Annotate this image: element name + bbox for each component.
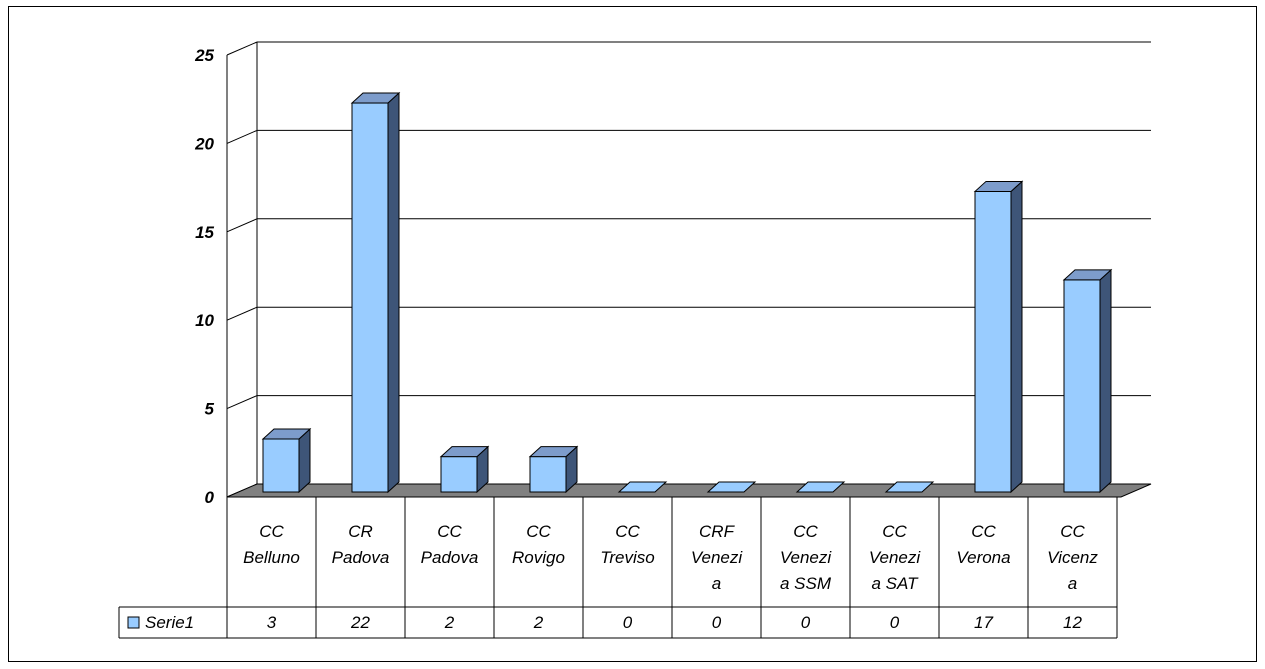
- bar: [528, 445, 579, 494]
- bar: [884, 481, 935, 493]
- category-label: CC Rovigo: [512, 522, 565, 567]
- category-label: CC Vicenz a: [1047, 522, 1098, 593]
- bar-top: [439, 446, 490, 458]
- category-label: CC Verona: [956, 522, 1010, 567]
- y-tick-label: 10: [195, 311, 214, 330]
- category-label: CC Venezi a SAT: [869, 522, 922, 593]
- category-label: CC Padova: [421, 522, 479, 567]
- bar: [795, 481, 846, 493]
- y-tick-label: 20: [194, 134, 214, 153]
- value-label: 2: [533, 613, 544, 632]
- bar-top: [973, 180, 1024, 192]
- y-tick-labels: 0 5 10 15 20 25: [194, 46, 214, 507]
- category-label: CC Belluno: [243, 522, 300, 567]
- bar-top: [1062, 269, 1113, 281]
- bar-side: [1010, 180, 1023, 494]
- bar-front: [974, 190, 1012, 493]
- value-label: 0: [712, 613, 722, 632]
- bars: [261, 91, 1113, 494]
- bar-side: [387, 91, 400, 494]
- axes: [226, 41, 258, 498]
- value-label: 0: [890, 613, 900, 632]
- y-tick-connector: [226, 218, 258, 233]
- value-label: 0: [623, 613, 633, 632]
- bar: [1062, 268, 1113, 494]
- bar-top: [528, 446, 579, 458]
- bar-top: [617, 481, 668, 493]
- y-tick-label: 25: [194, 46, 214, 65]
- legend-series-name: Serie1: [145, 613, 194, 632]
- data-table: Serie1 CC Belluno 3 CR Padova 22 CC Padova 2 CC Rov…: [118, 497, 1118, 639]
- bar-front: [1063, 279, 1101, 493]
- bar-top: [706, 481, 757, 493]
- bar: [706, 481, 757, 493]
- value-label: 22: [350, 613, 370, 632]
- value-label: 2: [444, 613, 455, 632]
- bar: [261, 427, 312, 494]
- y-tick-connector: [226, 395, 258, 410]
- y-tick-label: 15: [195, 223, 214, 242]
- category-label: CC Venezi a SSM: [780, 522, 833, 593]
- y-tick-label: 5: [205, 400, 215, 419]
- bar-front: [262, 438, 300, 493]
- bar: [973, 180, 1024, 494]
- category-label: CRF Venezi a: [691, 522, 744, 593]
- bar-side: [1099, 268, 1112, 494]
- bar-side: [298, 427, 311, 494]
- y-tick-connector: [226, 41, 258, 56]
- bar-top: [261, 428, 312, 440]
- value-label: 17: [974, 613, 993, 632]
- bar: [617, 481, 668, 493]
- legend-swatch: [127, 616, 140, 629]
- category-label: CR Padova: [332, 522, 390, 567]
- category-label: CC Treviso: [600, 522, 654, 567]
- bar-top: [350, 92, 401, 104]
- bar-top: [884, 481, 935, 493]
- bar-front: [440, 456, 478, 493]
- value-label: 12: [1063, 613, 1082, 632]
- y-tick-label: 0: [205, 488, 215, 507]
- value-label: 3: [267, 613, 277, 632]
- y-tick-connector: [226, 306, 258, 321]
- value-label: 0: [801, 613, 811, 632]
- bar-front: [529, 456, 567, 493]
- bar-top: [795, 481, 846, 493]
- y-tick-connector: [226, 129, 258, 144]
- bar-front: [351, 102, 389, 493]
- bar: [350, 91, 401, 494]
- chart-frame: 0 5 10 15 20 25 Serie1 CC Belluno 3 CR Padova 22 CC P…: [8, 6, 1257, 662]
- bar: [439, 445, 490, 494]
